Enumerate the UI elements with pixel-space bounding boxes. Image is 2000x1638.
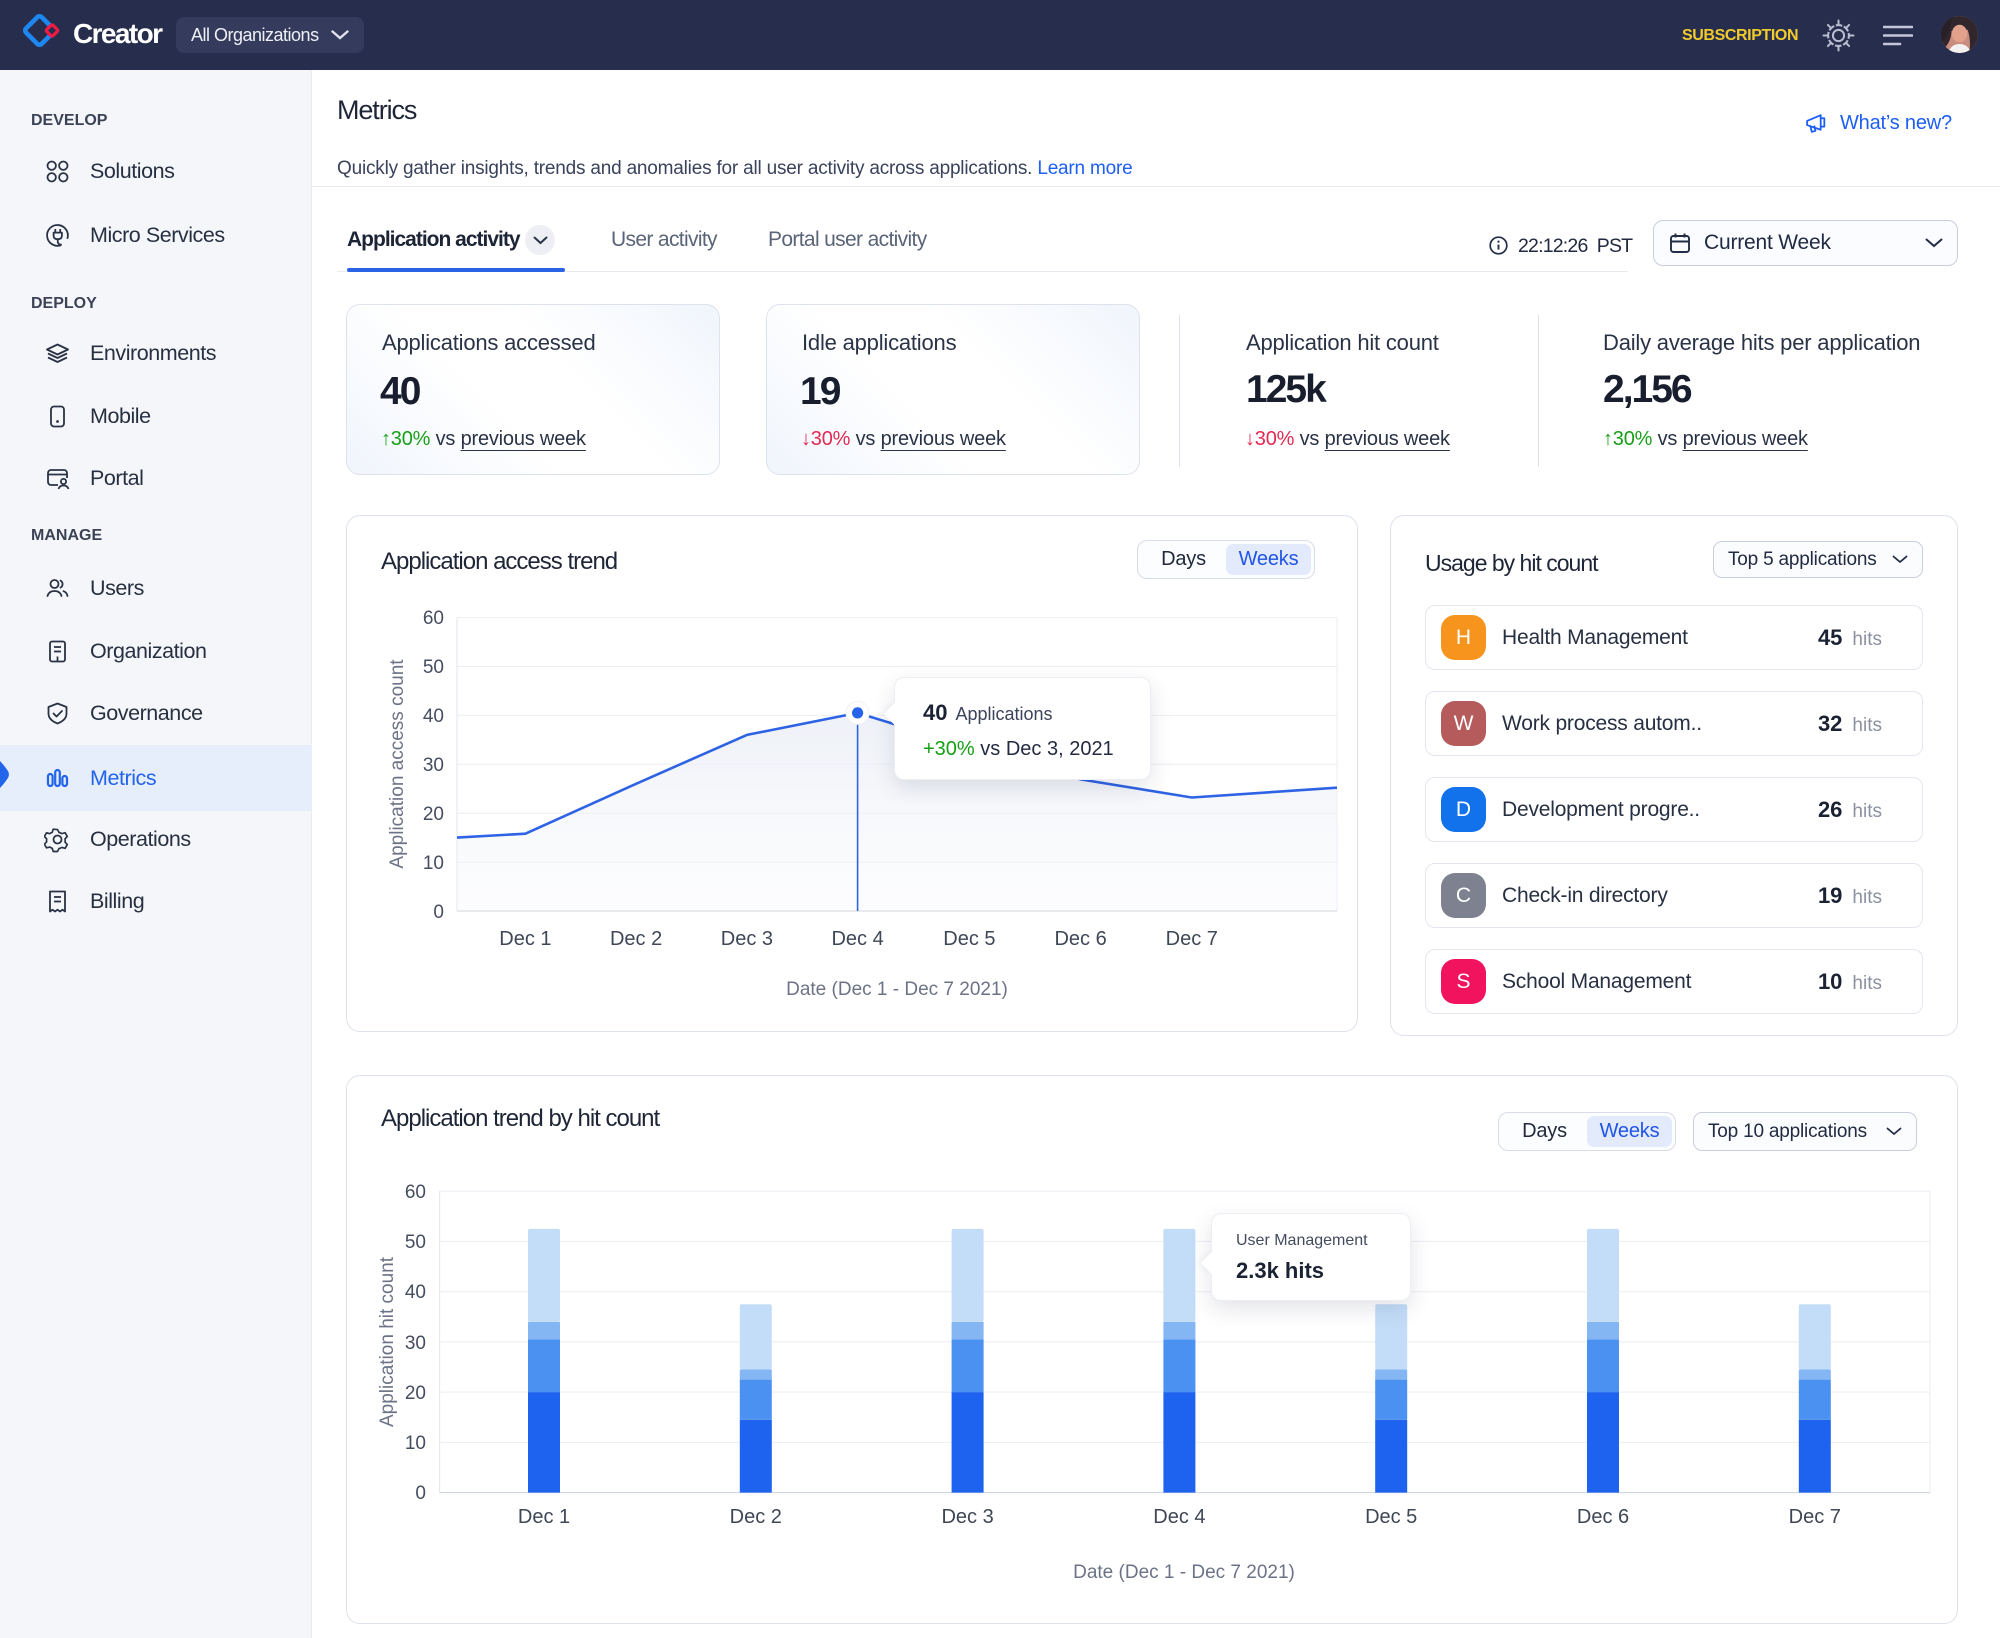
svg-text:60: 60: [423, 608, 444, 629]
svg-text:20: 20: [405, 1383, 426, 1404]
svg-text:Date (Dec 1 - Dec 7 2021): Date (Dec 1 - Dec 7 2021): [1073, 1562, 1295, 1583]
svg-text:Dec 3: Dec 3: [721, 928, 773, 950]
svg-text:30: 30: [423, 755, 444, 776]
svg-text:Dec 1: Dec 1: [499, 928, 551, 950]
svg-text:0: 0: [433, 902, 444, 923]
svg-text:20: 20: [423, 804, 444, 825]
svg-text:40: 40: [423, 706, 444, 727]
svg-text:10: 10: [405, 1433, 426, 1454]
svg-text:Dec 1: Dec 1: [518, 1506, 570, 1528]
svg-text:50: 50: [405, 1232, 426, 1253]
svg-text:Dec 4: Dec 4: [831, 928, 883, 950]
svg-text:Dec 2: Dec 2: [730, 1506, 782, 1528]
svg-text:Dec 7: Dec 7: [1789, 1506, 1841, 1528]
svg-text:Date (Dec 1 - Dec 7 2021): Date (Dec 1 - Dec 7 2021): [786, 979, 1008, 1000]
svg-text:Dec 5: Dec 5: [1365, 1506, 1417, 1528]
svg-text:30: 30: [405, 1333, 426, 1354]
svg-text:0: 0: [415, 1483, 426, 1504]
svg-text:Dec 6: Dec 6: [1577, 1506, 1629, 1528]
svg-text:Application access count: Application access count: [387, 659, 408, 869]
svg-text:10: 10: [423, 853, 444, 874]
svg-text:Dec 6: Dec 6: [1054, 928, 1106, 950]
svg-text:60: 60: [405, 1182, 426, 1203]
svg-text:Dec 3: Dec 3: [941, 1506, 993, 1528]
svg-text:Dec 2: Dec 2: [610, 928, 662, 950]
svg-text:Dec 7: Dec 7: [1166, 928, 1218, 950]
svg-text:Dec 5: Dec 5: [943, 928, 995, 950]
svg-text:Application hit count: Application hit count: [377, 1256, 398, 1427]
svg-text:40: 40: [405, 1282, 426, 1303]
svg-text:50: 50: [423, 657, 444, 678]
svg-text:Dec 4: Dec 4: [1153, 1506, 1205, 1528]
